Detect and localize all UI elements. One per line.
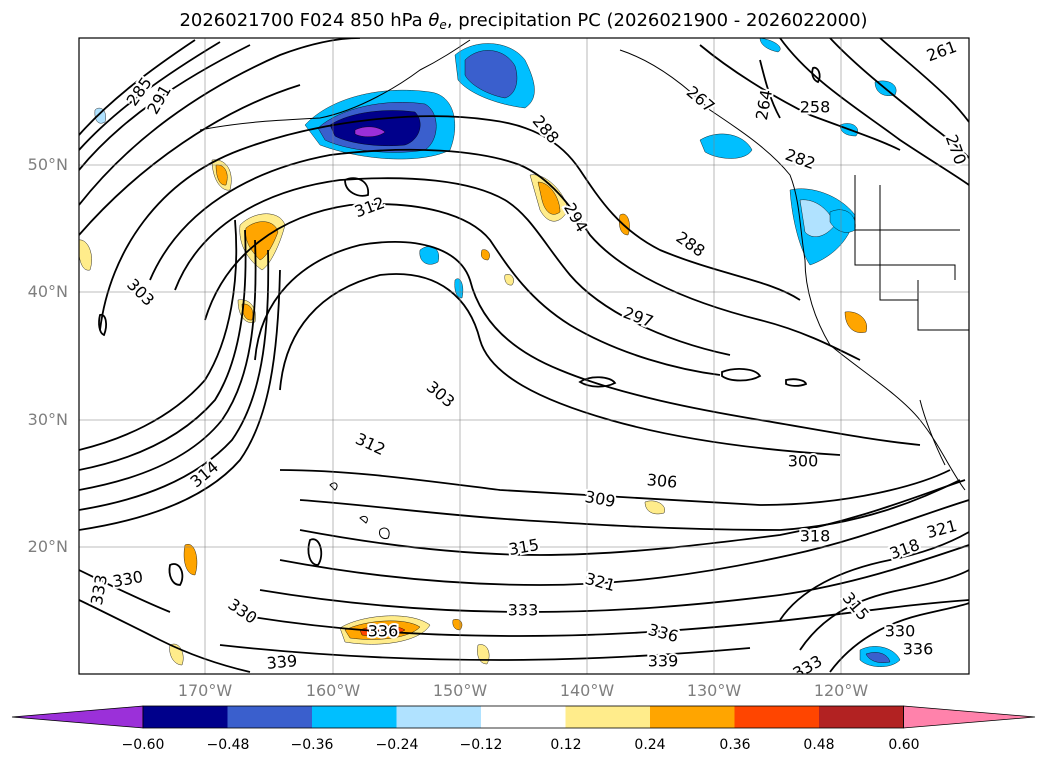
contour-label: 336 [903,640,934,659]
colorbar-extend-low [11,705,144,729]
colorbar-tick-label: −0.60 [121,737,165,753]
lon-label-140w: 140°W [559,681,615,700]
map-panel [79,38,969,674]
lat-label-30n: 30°N [27,410,68,429]
colorbar-tick-label: 0.36 [719,737,751,753]
graticule [79,38,969,674]
colorbar-segment [734,706,819,728]
lon-label-150w: 150°W [432,681,488,700]
lon-label-130w: 130°W [686,681,742,700]
colorbar-tick-label: −0.24 [375,737,419,753]
contour-label: 339 [266,651,298,673]
colorbar-extend-high [903,705,1036,729]
map-frame [78,37,970,675]
contour-label: 336 [368,622,399,641]
colorbar-tick-label: 0.48 [803,737,835,753]
colorbar-tick-label: 0.60 [888,737,920,753]
colorbar-tick-label: 0.12 [550,737,582,753]
lat-label-50n: 50°N [27,155,68,174]
colorbar-segment [143,706,228,728]
colorbar-tick-label: −0.48 [206,737,250,753]
contour-label: 306 [646,470,678,492]
contour-label: 330 [885,622,916,641]
lon-label-170w: 170°W [177,681,233,700]
lon-label-120w: 120°W [813,681,869,700]
theta-e-contours [79,38,969,673]
colorbar-tick-label: −0.36 [290,737,334,753]
colorbar-tick-label: −0.12 [459,737,503,753]
lat-label-20n: 20°N [27,537,68,556]
colorbar-segment [227,706,312,728]
colorbar-segment [565,706,650,728]
contour-label: 258 [800,98,831,117]
contour-label: 339 [648,652,679,671]
lat-label-40n: 40°N [27,282,68,301]
colorbar-segment [312,706,397,728]
colorbar-segment [396,706,481,728]
colorbar-segment [819,706,904,728]
colorbar-frame [142,705,904,729]
colorbar-segment [650,706,735,728]
colorbar [11,705,1036,729]
colorbar-tick-label: 0.24 [634,737,666,753]
colorbar-segment [481,706,566,728]
contour-label: 300 [788,452,819,471]
contour-label: 318 [800,527,831,546]
precip-shading [79,38,901,667]
lon-label-160w: 160°W [305,681,361,700]
map-title: 2026021700 F024 850 hPa θe, precipitatio… [179,10,868,32]
contour-label: 333 [508,601,539,620]
